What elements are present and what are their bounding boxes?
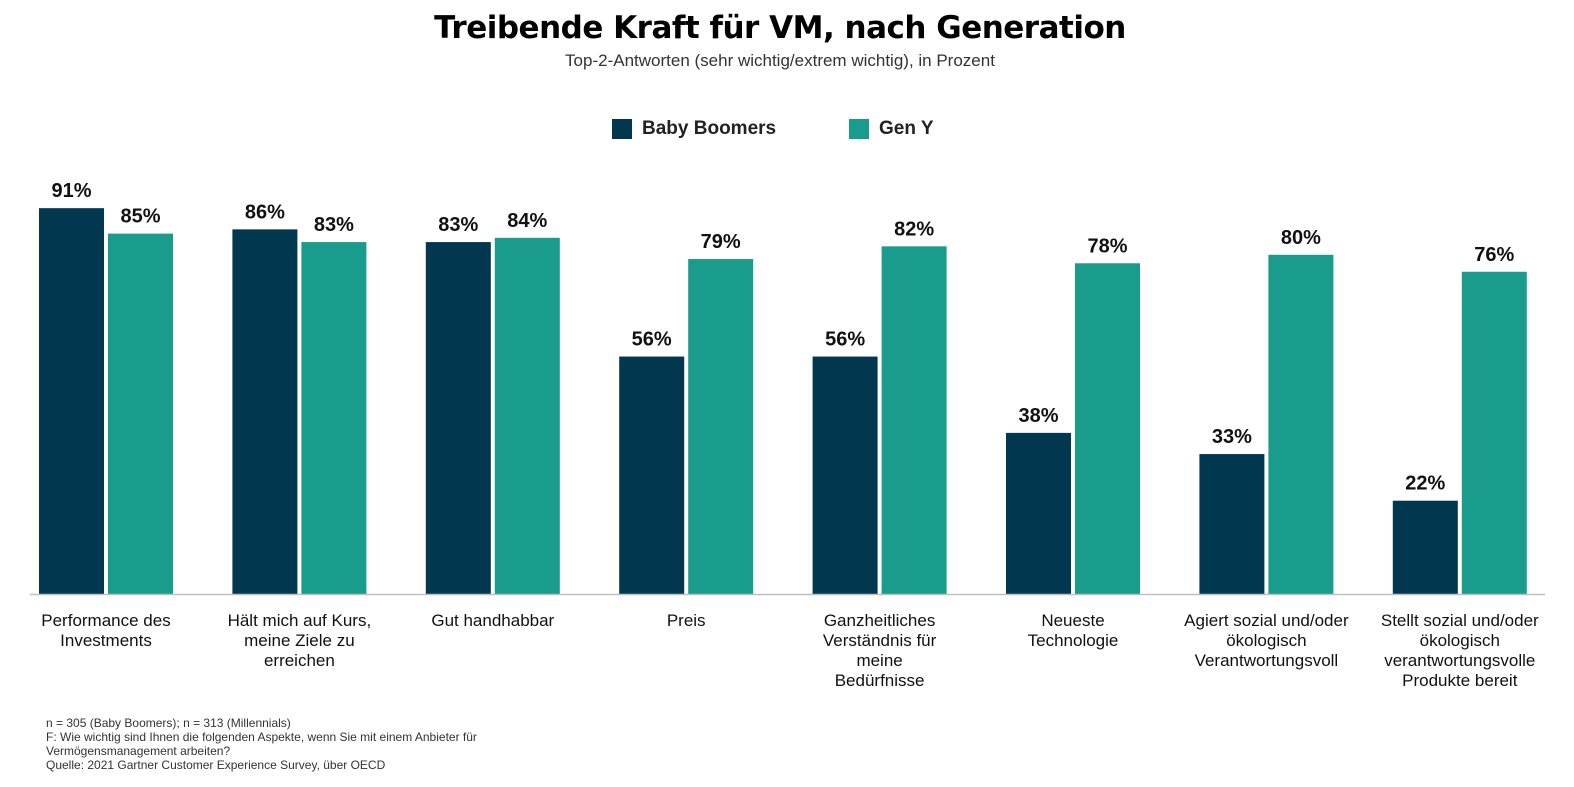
- footnote: n = 305 (Baby Boomers); n = 313 (Millenn…: [46, 716, 566, 772]
- legend-item-baby-boomers: Baby Boomers: [612, 117, 776, 141]
- footnote-question-cont: Vermögensmanagement arbeiten?: [46, 744, 231, 758]
- category-label-3: Preis: [586, 611, 786, 631]
- category-label-line: ökologisch: [1419, 631, 1500, 650]
- category-label-line: Ganzheitliches: [823, 611, 936, 630]
- bar-baby-boomers-1: [232, 229, 298, 595]
- category-label-line: Preis: [666, 611, 706, 630]
- data-label-gen-y-3: 79%: [701, 231, 741, 253]
- data-label-baby-boomers-0: 91%: [51, 180, 91, 202]
- category-label-line: Verständnis für: [822, 631, 937, 650]
- data-label-baby-boomers-4: 56%: [825, 329, 865, 351]
- bar-gen-y-3: [688, 259, 754, 594]
- data-label-gen-y-6: 80%: [1281, 227, 1321, 249]
- category-label-line: meine: [856, 651, 903, 670]
- category-label-line: Investments: [60, 631, 152, 650]
- data-label-gen-y-4: 82%: [894, 218, 934, 240]
- legend-swatch-baby-boomers: [612, 119, 632, 139]
- category-label-line: Bedürfnisse: [834, 671, 925, 690]
- data-label-baby-boomers-2: 83%: [438, 214, 478, 236]
- bar-gen-y-0: [108, 233, 173, 594]
- legend-swatch-gen-y: [849, 119, 869, 139]
- chart-title: Treibende Kraft für VM, nach Generation: [434, 10, 1126, 46]
- category-label-line: verantwortungsvolle: [1384, 651, 1536, 670]
- legend: Baby Boomers Gen Y: [0, 117, 1560, 141]
- bar-baby-boomers-4: [812, 356, 878, 594]
- category-label-line: Hält mich auf Kurs,: [227, 611, 372, 630]
- bar-baby-boomers-7: [1392, 500, 1458, 594]
- category-label-line: Stellt sozial und/oder: [1380, 611, 1539, 630]
- category-label-line: Verantwortungsvoll: [1194, 651, 1339, 670]
- bar-baby-boomers-2: [425, 242, 491, 594]
- bar-baby-boomers-5: [1006, 432, 1071, 594]
- bar-gen-y-4: [881, 246, 947, 594]
- category-label-line: Technologie: [1027, 631, 1119, 650]
- bar-baby-boomers-0: [39, 208, 104, 594]
- category-label-line: Produkte bereit: [1402, 671, 1518, 690]
- category-label-line: erreichen: [263, 651, 335, 670]
- footnote-sample: n = 305 (Baby Boomers); n = 313 (Millenn…: [46, 716, 291, 730]
- bar-gen-y-2: [494, 237, 560, 594]
- footnote-question: F: Wie wichtig sind Ihnen die folgenden …: [46, 730, 477, 744]
- legend-item-gen-y: Gen Y: [849, 117, 934, 141]
- category-label-7: Stellt sozial und/oder ökologisch verantwo…: [1360, 611, 1560, 691]
- data-label-gen-y-0: 85%: [120, 206, 160, 228]
- legend-label-gen-y: Gen Y: [879, 118, 934, 139]
- data-label-baby-boomers-5: 38%: [1018, 405, 1058, 427]
- footnote-source: Quelle: 2021 Gartner Customer Experience…: [46, 758, 386, 772]
- chart-subtitle: Top-2-Antworten (sehr wichtig/extrem wic…: [565, 51, 995, 70]
- category-label-1: Hält mich auf Kurs, meine Ziele zu erreich…: [199, 611, 399, 671]
- category-label-line: meine Ziele zu: [244, 631, 355, 650]
- bar-baby-boomers-3: [619, 356, 685, 594]
- bar-gen-y-1: [301, 242, 367, 594]
- category-label-0: Performance des Investments: [6, 611, 206, 651]
- data-label-gen-y-1: 83%: [314, 214, 354, 236]
- data-label-baby-boomers-3: 56%: [632, 329, 672, 351]
- category-label-line: Agiert sozial und/oder: [1184, 611, 1349, 630]
- data-label-baby-boomers-7: 22%: [1405, 473, 1445, 495]
- data-label-gen-y-7: 76%: [1474, 244, 1514, 266]
- bar-gen-y-5: [1075, 263, 1140, 594]
- data-label-gen-y-2: 84%: [507, 210, 547, 232]
- category-label-line: Performance des: [41, 611, 171, 630]
- category-label-5: Neueste Technologie: [973, 611, 1173, 651]
- data-label-baby-boomers-6: 33%: [1212, 426, 1252, 448]
- category-label-2: Gut handhabbar: [393, 611, 593, 631]
- category-label-line: ökologisch: [1226, 631, 1307, 650]
- category-label-6: Agiert sozial und/oder ökologisch Verantwo…: [1166, 611, 1366, 671]
- bar-baby-boomers-6: [1199, 454, 1265, 594]
- data-label-gen-y-5: 78%: [1087, 235, 1127, 257]
- legend-label-baby-boomers: Baby Boomers: [642, 118, 777, 139]
- data-label-baby-boomers-1: 86%: [245, 201, 285, 223]
- category-label-line: Neueste: [1041, 611, 1105, 630]
- category-labels: Performance des Investments Hält mich auf …: [0, 611, 1574, 701]
- bar-gen-y-6: [1268, 254, 1334, 595]
- category-label-line: Gut handhabbar: [431, 611, 555, 630]
- bar-gen-y-7: [1461, 271, 1527, 594]
- category-label-4: Ganzheitliches Verständnis für meine Bedürf…: [780, 611, 980, 691]
